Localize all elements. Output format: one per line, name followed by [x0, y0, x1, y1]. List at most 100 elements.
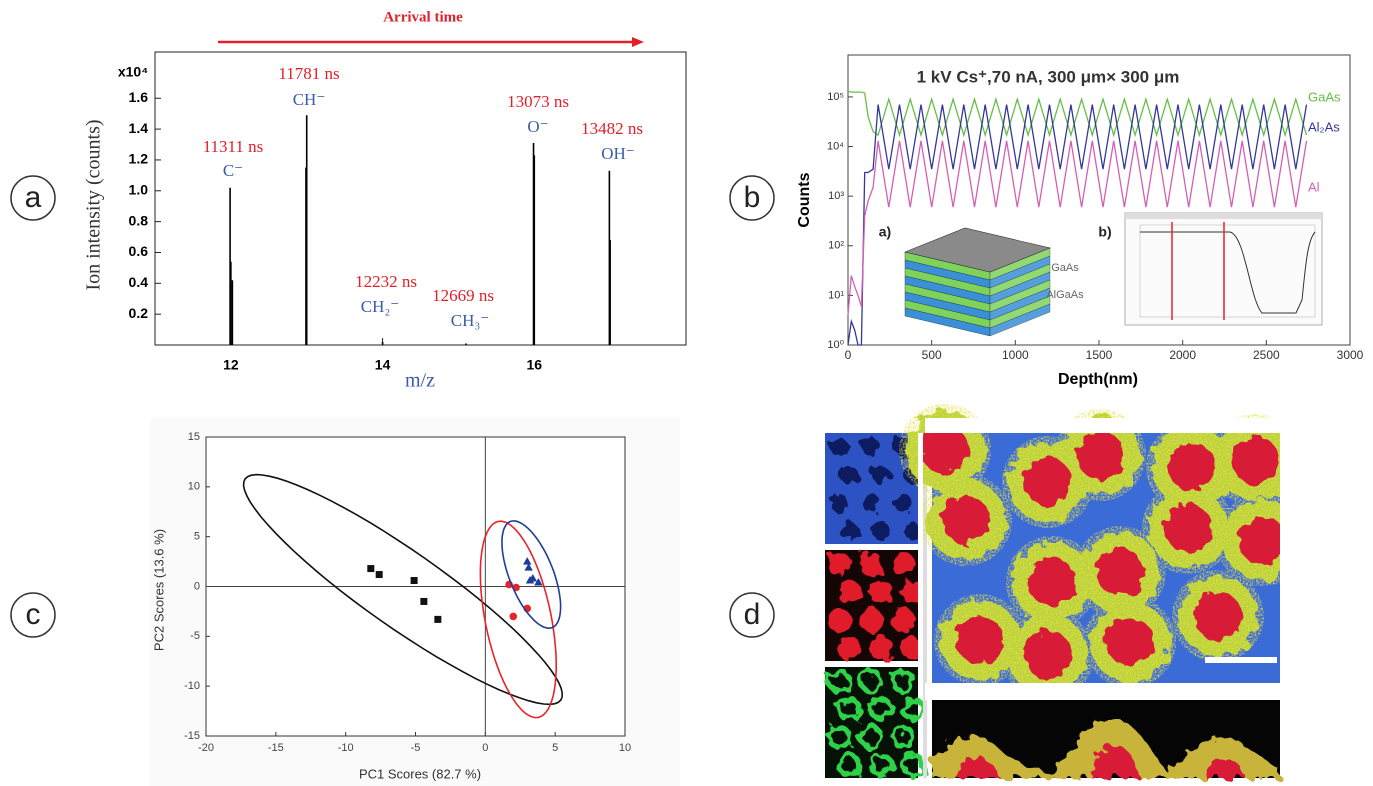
y-tick-label: 1.0	[129, 181, 149, 197]
cell-core	[1168, 443, 1216, 491]
x-tick-label: -15	[268, 742, 284, 754]
cell	[837, 636, 861, 660]
cell	[891, 608, 915, 632]
map-clip-top	[925, 418, 1285, 433]
scale-bar	[1205, 657, 1277, 663]
peak-time: 13482 ns	[581, 119, 643, 138]
y-tick-label: 5	[194, 531, 200, 543]
inset-label: b)	[1098, 224, 1111, 240]
y-tick-label: 0.4	[129, 274, 149, 290]
y-tick-label: 10¹	[828, 289, 844, 301]
x-tick-label: -20	[198, 742, 214, 754]
thumbnail-image	[825, 667, 923, 778]
x-tick-label: 12	[223, 357, 239, 373]
panel-label: c	[26, 598, 41, 631]
x-tick-label: 1000	[1002, 348, 1029, 362]
peak-time: 12232 ns	[355, 272, 417, 291]
cell	[862, 438, 880, 456]
point	[434, 616, 441, 623]
arrow-head	[632, 37, 644, 47]
cell	[872, 466, 890, 484]
cell-core	[1096, 548, 1144, 596]
cell	[869, 636, 893, 660]
peak-ion: CH₃⁻	[451, 311, 490, 330]
x-tick-label: 0	[482, 742, 488, 754]
cell	[891, 552, 915, 576]
y-tick-label: 10⁴	[827, 140, 844, 152]
cell	[840, 466, 858, 484]
cell	[827, 608, 851, 632]
legend-label: Al₂As	[1308, 119, 1340, 134]
thumbnail-image	[825, 550, 925, 661]
figure: 1214160.20.40.60.81.01.21.41.611311 nsC⁻…	[0, 0, 1373, 786]
cell	[872, 522, 890, 540]
panel-label: d	[744, 598, 761, 631]
legend-label: GaAs	[1308, 89, 1341, 104]
cell-core	[956, 616, 1004, 664]
cell	[894, 494, 912, 512]
peak-ion: O⁻	[527, 117, 548, 136]
cell	[830, 438, 848, 456]
peak-ion: CH₂⁻	[361, 297, 400, 316]
x-axis-label: m/z	[405, 370, 435, 392]
y-tick-label: 10	[188, 481, 200, 493]
cell-core	[921, 426, 969, 474]
y-tick-label: 0.6	[129, 243, 149, 259]
y-tick-label: 1.2	[129, 151, 149, 167]
inset-label: AlGaAs	[1046, 289, 1084, 301]
inset-label: a)	[879, 224, 891, 240]
y-axis-label: Counts	[796, 172, 813, 227]
y-multiplier: x10⁴	[118, 64, 148, 80]
chart-title: 1 kV Cs⁺,70 nA, 300 μm× 300 μm	[917, 67, 1180, 86]
peak-time: 12669 ns	[432, 286, 494, 305]
y-tick-label: 10²	[828, 240, 844, 252]
map-clip-bottom	[925, 683, 1285, 700]
point	[509, 613, 517, 621]
y-tick-label: -5	[190, 630, 200, 642]
x-tick-label: 1500	[1086, 348, 1113, 362]
x-tick-label: 2000	[1169, 348, 1196, 362]
x-tick-label: -5	[411, 742, 421, 754]
plot-frame	[155, 52, 686, 345]
cell-core	[942, 496, 990, 544]
point	[420, 598, 427, 605]
peak-ion: CH⁻	[293, 90, 326, 109]
inset-stack	[905, 228, 1050, 336]
cell-core	[1194, 592, 1242, 640]
x-axis-label: Depth(nm)	[1058, 371, 1138, 388]
legend-label: Al	[1308, 179, 1320, 194]
peak-ion: OH⁻	[601, 144, 635, 163]
panel-label: b	[744, 181, 761, 214]
y-tick-label: 10³	[828, 190, 844, 202]
x-tick-label: 10	[619, 742, 631, 754]
point	[367, 565, 374, 572]
y-tick-label: -10	[184, 680, 200, 692]
inset-label: GaAs	[1051, 262, 1079, 274]
y-axis-label: Ion intensity (counts)	[83, 119, 105, 290]
cell-core	[1024, 458, 1072, 506]
x-tick-label: 500	[922, 348, 942, 362]
x-tick-label: 2500	[1253, 348, 1280, 362]
panel-label: a	[25, 181, 42, 214]
map-clip-left	[918, 433, 923, 683]
map-clip-right	[1280, 425, 1373, 695]
cell-core	[1164, 504, 1212, 552]
x-tick-label: -10	[338, 742, 354, 754]
cell-core	[1024, 631, 1072, 679]
y-tick-label: 0.8	[129, 212, 149, 228]
cell	[827, 552, 851, 576]
y-tick-label: 1.4	[129, 120, 149, 136]
cell-core	[1028, 558, 1076, 606]
y-tick-label: 0	[194, 580, 200, 592]
peak-time: 11781 ns	[278, 64, 339, 83]
x-axis-label: PC1 Scores (82.7 %)	[359, 766, 481, 781]
chart-title: Arrival time	[383, 9, 463, 25]
cell	[859, 552, 883, 576]
x-tick-label: 3000	[1337, 348, 1364, 362]
cell	[862, 494, 880, 512]
point	[411, 577, 418, 584]
peak-ion: C⁻	[223, 161, 243, 180]
inset-header	[1125, 213, 1322, 219]
y-tick-label: 1.6	[129, 89, 149, 105]
point	[376, 571, 383, 578]
